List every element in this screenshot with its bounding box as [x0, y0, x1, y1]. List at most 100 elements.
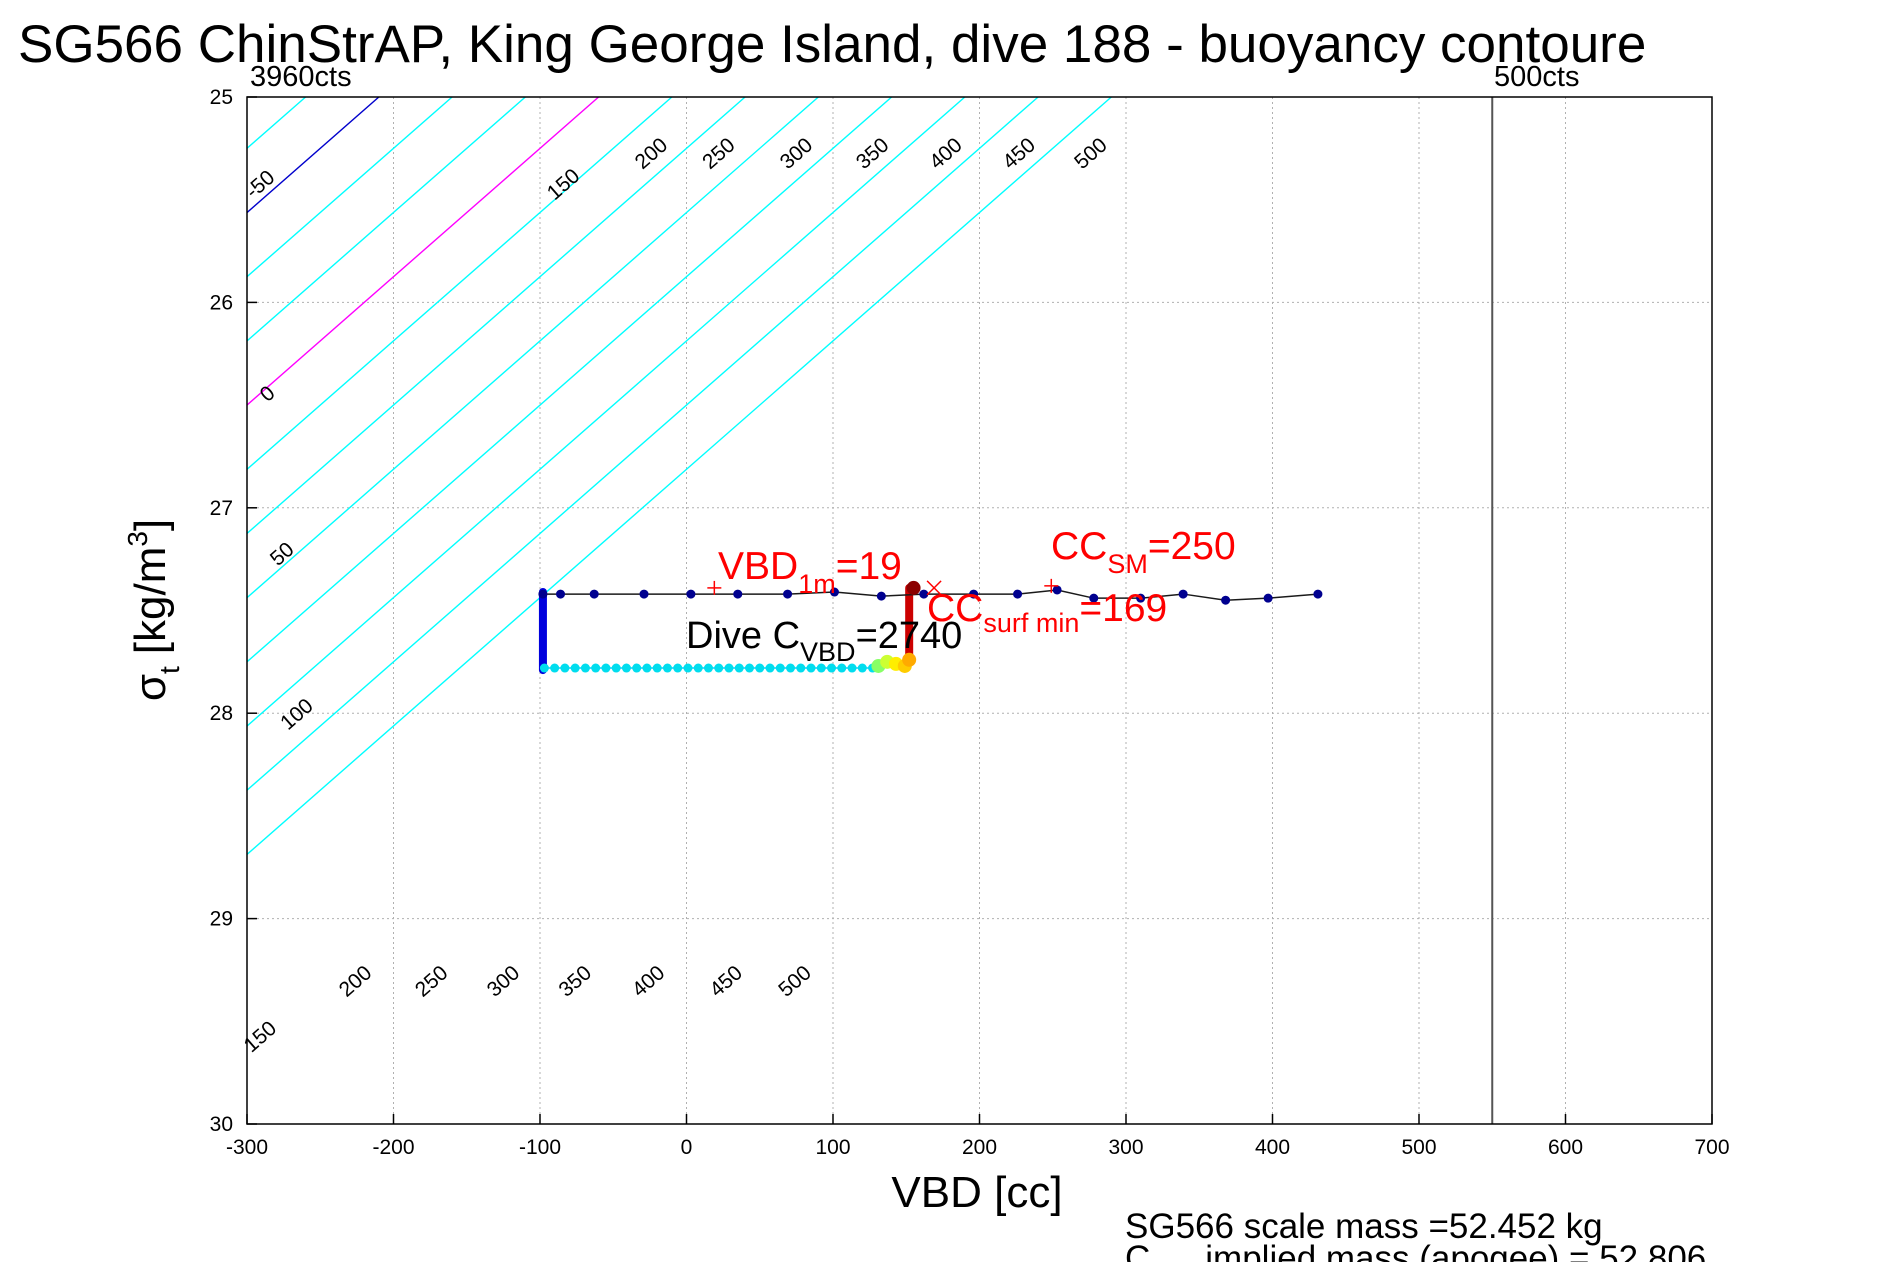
contour-label: 50 [266, 538, 299, 571]
series-point [601, 663, 611, 673]
x-tick-label: 500 [1401, 1136, 1436, 1159]
y-tick-label: 25 [210, 86, 233, 109]
series-point [847, 663, 857, 673]
x-tick-label: -200 [372, 1136, 414, 1159]
apogee-point [902, 652, 917, 667]
contour-line [247, 97, 453, 278]
series-point [632, 663, 642, 673]
series-point [714, 663, 724, 673]
series-point [539, 663, 549, 673]
series-point [639, 589, 649, 599]
top-label-right: 500cts [1494, 61, 1579, 93]
chart-title: SG566 ChinStrAP, King George Island, div… [18, 15, 1646, 74]
series-point [1178, 589, 1188, 599]
series-point [796, 663, 806, 673]
dive-c-vbd-annotation: Dive CVBD=2740 [686, 615, 962, 667]
contour-line [247, 97, 1039, 792]
contour-label: 0 [256, 382, 280, 407]
series-point [1013, 589, 1023, 599]
x-tick-label: 400 [1255, 1136, 1290, 1159]
contour-label: 100 [276, 694, 318, 734]
series-point [1313, 589, 1323, 599]
series-point [693, 663, 703, 673]
contour-line [247, 97, 1112, 856]
x-tick-label: 600 [1548, 1136, 1583, 1159]
series-point [775, 663, 785, 673]
series-point [642, 663, 652, 673]
series-point [765, 663, 775, 673]
contour-label: 300 [483, 961, 525, 1001]
y-tick-label: 30 [210, 1113, 233, 1136]
series-point [652, 663, 662, 673]
contour-line [247, 97, 746, 535]
y-axis-label: σt[kg/m3] [122, 519, 185, 701]
top-label-left: 3960cts [250, 61, 352, 93]
contour-label: 400 [628, 961, 670, 1001]
series-point [783, 589, 793, 599]
x-axis-ticks: -300 -200 -100 0 100 200 300 400 500 600 700 [226, 1114, 1730, 1159]
series-point [816, 663, 826, 673]
x-tick-label: 0 [681, 1136, 693, 1159]
y-tick-label: 29 [210, 908, 233, 931]
contour-line [247, 97, 600, 407]
cc-surf-min-annotation: CCsurf min=169 [927, 587, 1167, 638]
series-point [1136, 593, 1146, 603]
series-point [827, 663, 837, 673]
series-point [1052, 585, 1062, 595]
cc-sm-annotation: CCSM=250 [1051, 525, 1236, 579]
series-point [570, 663, 580, 673]
series-point [550, 663, 560, 673]
y-axis-ticks: 25 26 27 28 29 30 [210, 86, 257, 1136]
series-point [686, 589, 696, 599]
series-point [683, 663, 693, 673]
series-point [724, 663, 734, 673]
contour-line [247, 97, 893, 663]
series-point [611, 663, 621, 673]
contour-line [247, 97, 673, 471]
x-tick-label: 100 [815, 1136, 850, 1159]
series-point [556, 589, 566, 599]
cross-marker [926, 580, 942, 596]
buoyancy-contours [247, 97, 1112, 856]
series-point [591, 663, 601, 673]
series-point [560, 663, 570, 673]
contour-label: 250 [411, 961, 453, 1001]
series-point [755, 663, 765, 673]
series-point [734, 663, 744, 673]
contour-label: 200 [335, 961, 377, 1001]
footer-line-1: SG566 scale mass =52.452 kg [1125, 1207, 1603, 1246]
contour-label: 200 [631, 134, 673, 174]
series-point [919, 589, 929, 599]
series-point [580, 663, 590, 673]
series-point [969, 589, 979, 599]
x-tick-label: -100 [519, 1136, 561, 1159]
series-point [786, 663, 796, 673]
contour-label: 250 [698, 134, 740, 174]
contour-label: 150 [240, 1017, 282, 1057]
contour-line [247, 97, 526, 342]
series-point [662, 663, 672, 673]
contour-label: 450 [705, 961, 747, 1001]
series-point [806, 663, 816, 673]
contour-label: 400 [925, 134, 967, 174]
y-tick-label: 26 [210, 291, 233, 314]
contour-line [247, 97, 380, 214]
contour-label: 450 [998, 134, 1040, 174]
apogee-point [906, 580, 921, 595]
data-series [538, 580, 1323, 675]
contour-label: 500 [774, 961, 816, 1001]
contour-label: 500 [1070, 134, 1112, 174]
contour-line [247, 97, 819, 599]
x-tick-label: -300 [226, 1136, 268, 1159]
y-tick-label: 28 [210, 702, 233, 725]
series-point [589, 589, 599, 599]
contour-label: 150 [543, 164, 585, 204]
series-point [837, 663, 847, 673]
series-point [829, 587, 839, 597]
series-point [1221, 595, 1231, 605]
series-point [621, 663, 631, 673]
series-point [1089, 593, 1099, 603]
contour-line [247, 97, 966, 727]
